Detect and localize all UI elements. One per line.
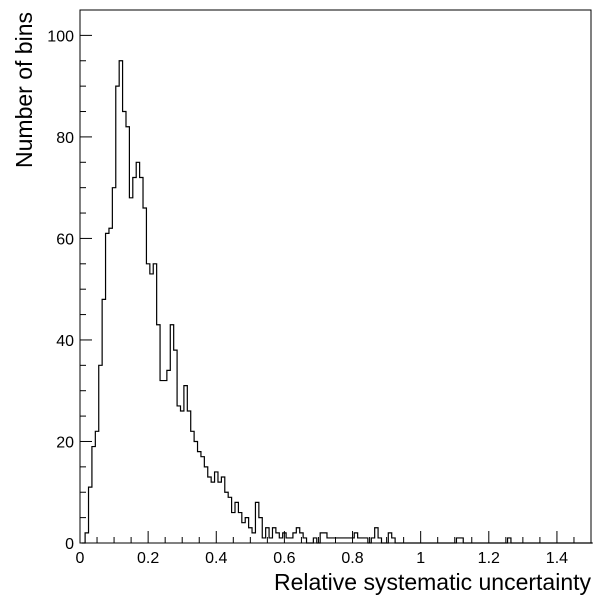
y-tick-label: 80 bbox=[56, 130, 74, 147]
x-tick-label: 0.4 bbox=[205, 550, 227, 567]
x-axis-label: Relative systematic uncertainty bbox=[274, 569, 592, 595]
x-tick-label: 1 bbox=[416, 550, 425, 567]
x-axis-ticks: 0 0.2 0.4 0.6 0.8 1 1.2 1.4 bbox=[76, 531, 592, 567]
x-tick-label: 1.4 bbox=[546, 550, 568, 567]
x-tick-label: 0.2 bbox=[137, 550, 159, 567]
histogram-outline bbox=[81, 60, 593, 544]
y-tick-label: 40 bbox=[56, 333, 74, 350]
x-tick-label: 0.8 bbox=[341, 550, 363, 567]
x-tick-label: 0.6 bbox=[273, 550, 295, 567]
x-tick-label: 0 bbox=[76, 550, 85, 567]
x-tick-label: 1.2 bbox=[478, 550, 500, 567]
y-tick-label: 0 bbox=[65, 536, 74, 553]
y-tick-label: 60 bbox=[56, 231, 74, 248]
y-tick-label: 20 bbox=[56, 434, 74, 451]
y-axis-label: Number of bins bbox=[11, 12, 37, 168]
y-axis-ticks: 0 20 40 60 80 100 bbox=[47, 9, 92, 553]
y-tick-label: 100 bbox=[47, 28, 74, 45]
